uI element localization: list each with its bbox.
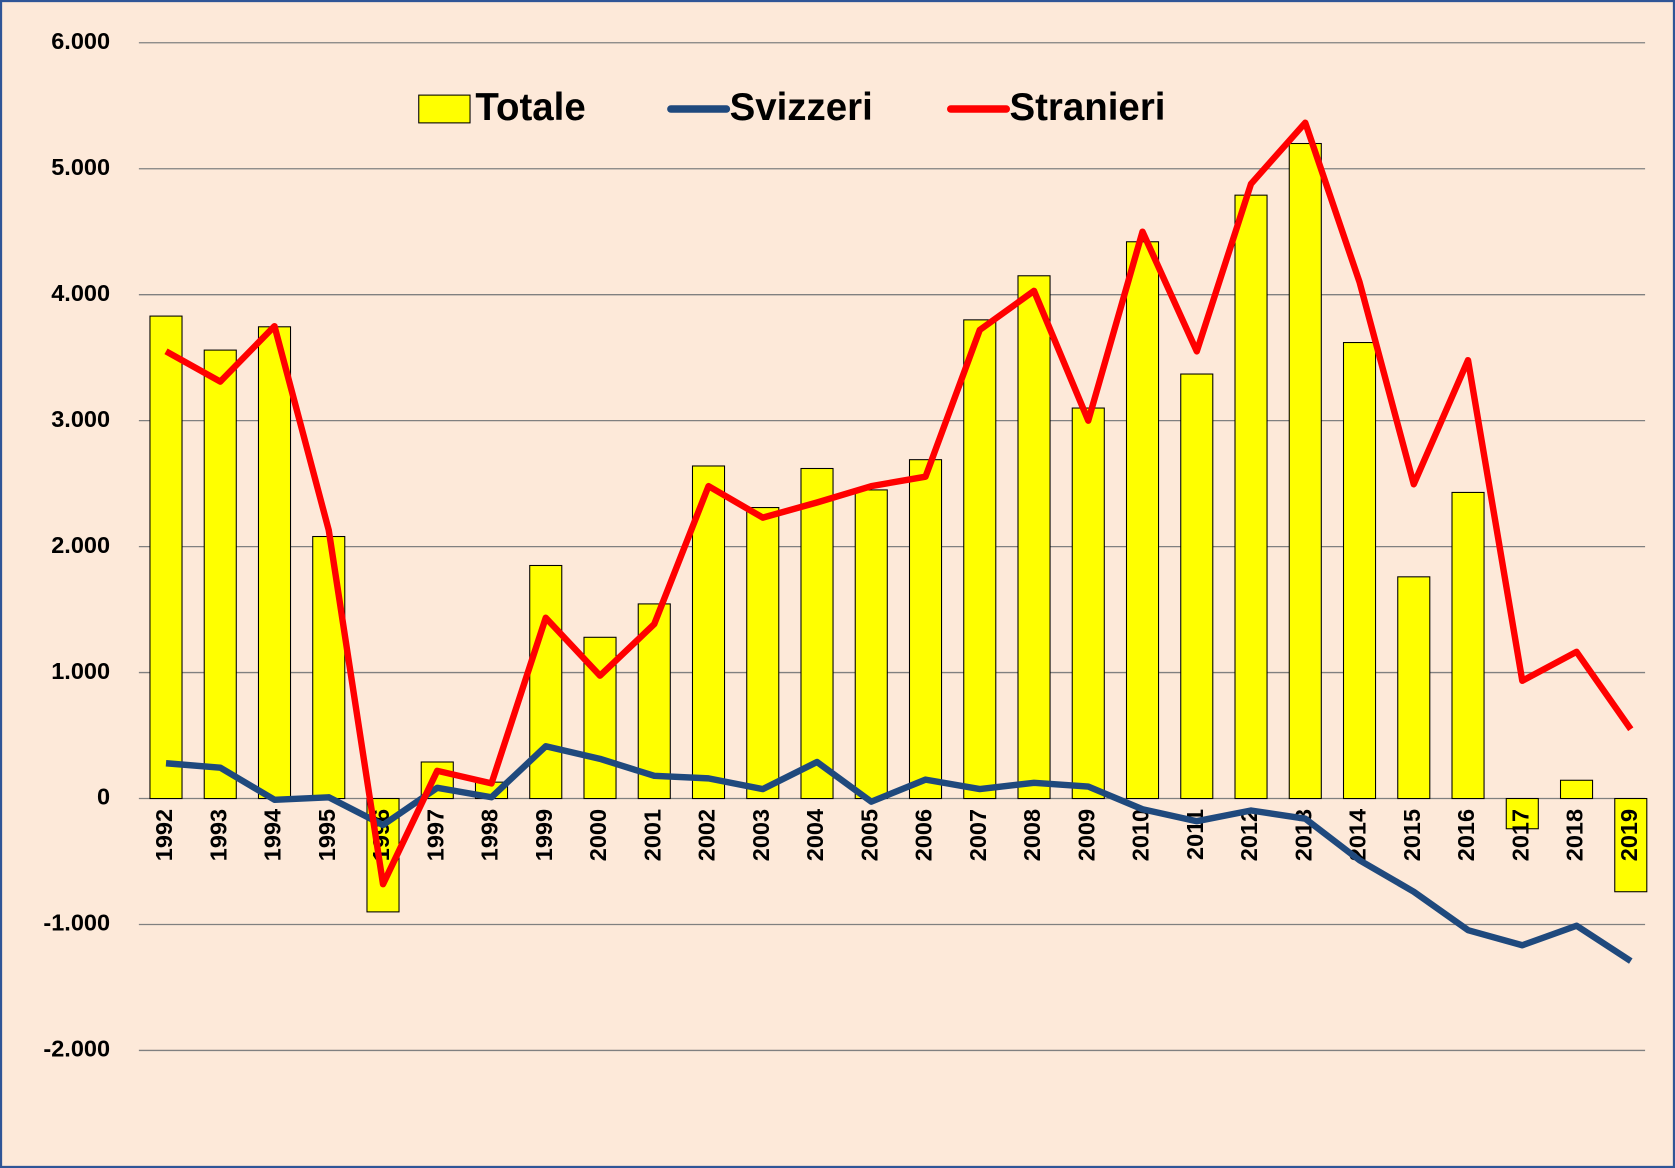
bar: [1559, 779, 1594, 800]
x-tick-label: 2017: [1507, 809, 1533, 861]
legend-label: Stranieri: [1009, 86, 1165, 129]
bar: [1614, 797, 1648, 893]
y-tick-label: 1.000: [51, 658, 110, 684]
bar: [800, 467, 834, 800]
legend-label: Totale: [475, 86, 585, 129]
x-tick-label: 2015: [1399, 809, 1425, 861]
y-tick-label: 3.000: [51, 406, 110, 432]
y-tick-label: -2.000: [43, 1036, 110, 1062]
y-tick-label: 2.000: [51, 532, 110, 558]
bar: [1505, 797, 1539, 830]
x-tick-label: 2019: [1616, 809, 1642, 861]
x-tick-label: 1994: [260, 809, 286, 861]
bar: [1017, 275, 1051, 800]
bar: [1288, 142, 1322, 800]
x-tick-label: 1997: [422, 809, 448, 861]
bar: [149, 315, 183, 800]
bar: [1180, 373, 1214, 800]
x-tick-label: 2007: [965, 809, 991, 861]
x-tick-label: 1995: [314, 809, 340, 861]
bar: [203, 349, 237, 800]
x-tick-label: 1993: [205, 809, 231, 861]
x-tick-label: 2005: [856, 809, 882, 861]
bar: [746, 507, 780, 800]
y-tick-label: -1.000: [43, 910, 110, 936]
y-tick-label: 0: [97, 784, 110, 810]
x-tick-label: 1992: [151, 809, 177, 861]
line: [164, 119, 1634, 888]
legend-label: Svizzeri: [730, 86, 873, 129]
bar: [1071, 407, 1105, 800]
x-tick-label: 2009: [1073, 809, 1099, 861]
x-tick-label: 2010: [1128, 809, 1154, 861]
x-tick-label: 2006: [911, 809, 937, 861]
bar: [1342, 342, 1377, 800]
bar: [1125, 241, 1160, 800]
x-tick-label: 1998: [477, 809, 503, 861]
y-tick-label: 6.000: [51, 28, 110, 54]
x-tick-label: 2001: [639, 809, 665, 861]
line: [165, 743, 1633, 964]
bar: [257, 326, 292, 800]
y-tick-label: 4.000: [51, 280, 110, 306]
x-tick-label: 2004: [802, 809, 828, 861]
bar: [908, 459, 943, 800]
bar: [963, 319, 997, 800]
x-tick-label: 2008: [1019, 809, 1045, 861]
bar: [312, 535, 346, 800]
x-tick-label: 2016: [1453, 809, 1479, 861]
bar: [1234, 194, 1268, 800]
x-tick-label: 2000: [585, 809, 611, 861]
bar: [1397, 576, 1431, 800]
x-tick-label: 2012: [1236, 809, 1262, 861]
x-tick-label: 1999: [531, 809, 557, 861]
x-tick-label: 2002: [694, 809, 720, 861]
legend-swatch: [418, 94, 471, 124]
y-tick-label: 5.000: [51, 154, 110, 180]
x-tick-label: 2003: [748, 809, 774, 861]
bar: [1451, 491, 1485, 800]
bar: [854, 489, 888, 800]
bar: [529, 564, 563, 800]
x-tick-label: 2018: [1562, 809, 1588, 861]
